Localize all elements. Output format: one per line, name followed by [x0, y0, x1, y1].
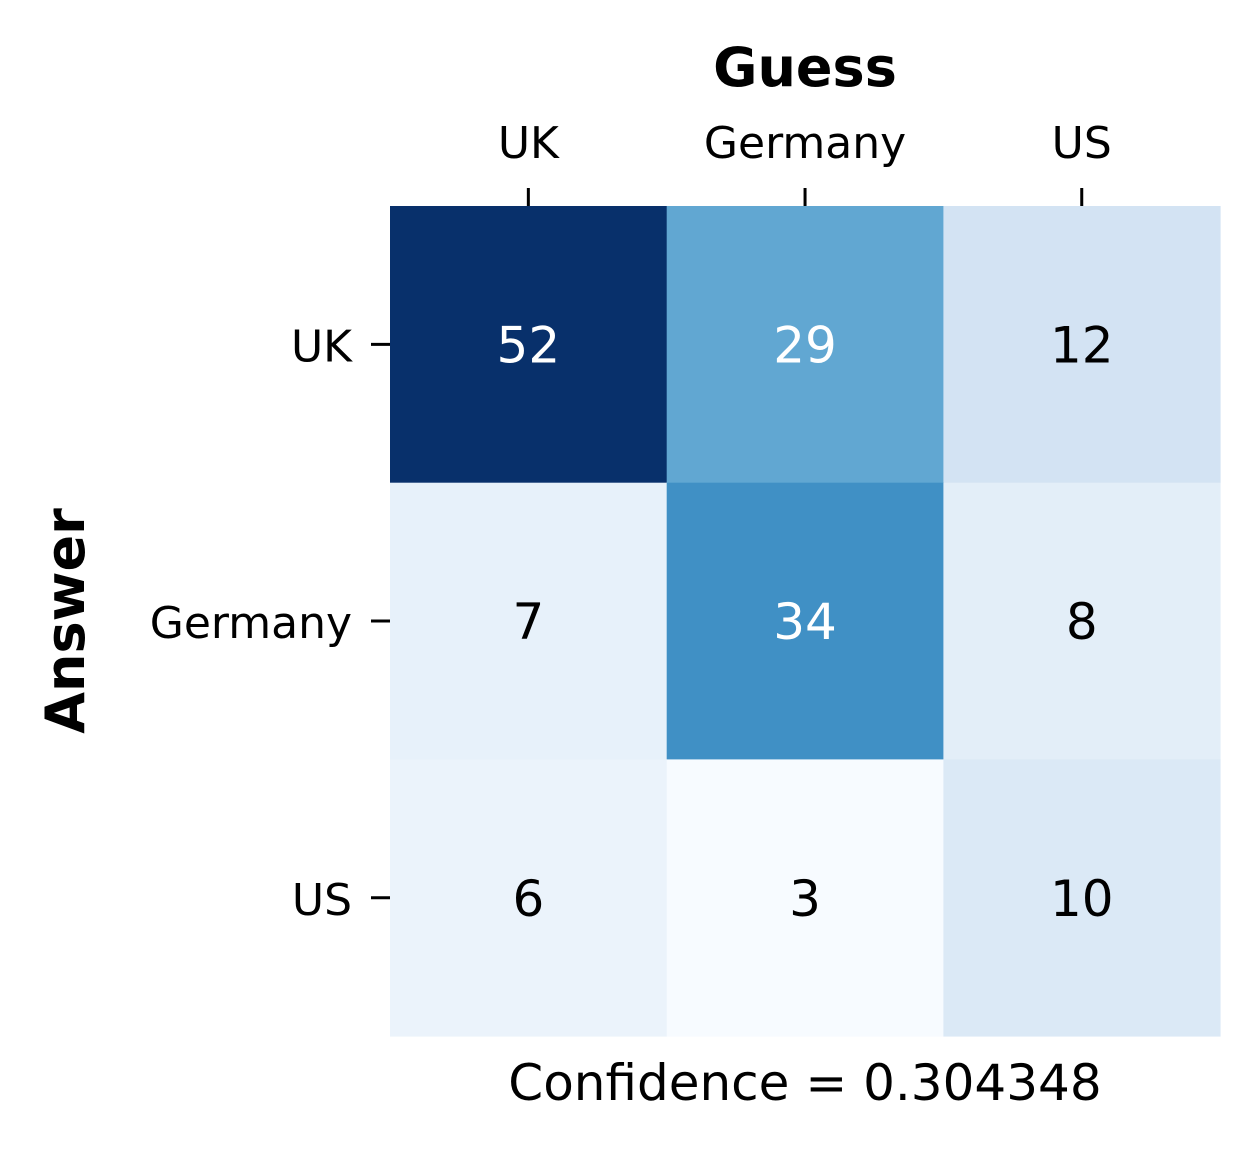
heatmap-cell — [666, 482, 944, 760]
cell-value-label: 7 — [512, 593, 544, 651]
y-tick-label: US — [292, 875, 352, 926]
heatmap-cells: 52 29 12 7 34 8 6 3 10 — [390, 206, 1221, 1037]
x-axis-label: Confidence = 0.304348 — [508, 1054, 1101, 1112]
y-tick-label: Germany — [150, 598, 352, 649]
x-tick-label: US — [1052, 118, 1112, 169]
cell-value-label: 6 — [512, 870, 544, 928]
chart-title: Guess — [713, 36, 897, 99]
cell-value-label: 10 — [1050, 870, 1114, 928]
y-axis-title: Answer — [34, 508, 97, 734]
heatmap-cell — [943, 759, 1221, 1037]
heatmap-cell — [666, 759, 944, 1037]
y-axis-ticks: UK Germany US — [150, 321, 390, 926]
heatmap-cell — [390, 482, 668, 760]
cell-value-label: 29 — [773, 316, 837, 374]
x-tick-label: UK — [498, 118, 560, 169]
heatmap-cell — [943, 482, 1221, 760]
x-tick-label: Germany — [704, 118, 906, 169]
heatmap-cell — [666, 206, 944, 484]
x-axis-ticks: UK Germany US — [498, 118, 1112, 206]
cell-value-label: 3 — [789, 870, 821, 928]
cell-value-label: 34 — [773, 593, 837, 651]
heatmap-cell — [390, 759, 668, 1037]
heatmap-cell — [390, 206, 668, 484]
cell-value-label: 52 — [497, 316, 561, 374]
y-tick-label: UK — [291, 321, 353, 372]
cell-value-label: 8 — [1066, 593, 1098, 651]
heatmap-cell — [943, 206, 1221, 484]
cell-value-label: 12 — [1050, 316, 1114, 374]
